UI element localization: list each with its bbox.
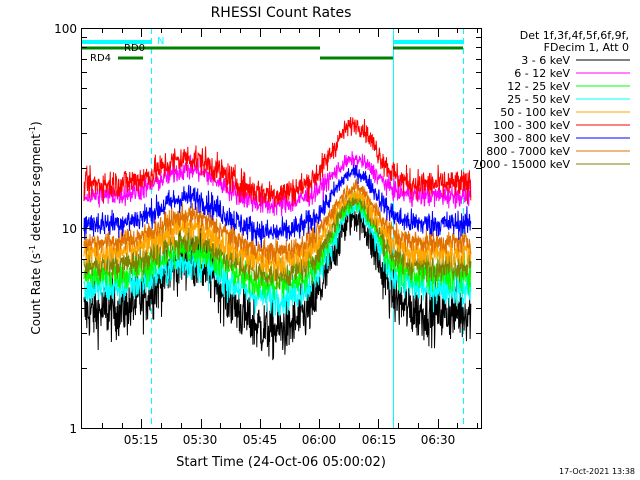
x-tick-label-0600: 06:00: [302, 433, 337, 447]
flag-rd0-label: RD0: [124, 43, 145, 54]
axis-ticks: [82, 28, 481, 429]
y-axis-label: Count Rate (s-1 detector segment-1): [28, 121, 43, 334]
y-tick-label-100: 100: [54, 22, 77, 36]
chart-title: RHESSI Count Rates: [211, 5, 352, 21]
legend-header-line-1: Det 1f,3f,4f,5f,6f,9f,: [520, 29, 629, 42]
flag-rd4-label: RD4: [90, 53, 111, 64]
y-axis-label-sup1: -1: [28, 245, 37, 253]
legend-label-0: 3 - 6 keV: [521, 54, 570, 67]
legend-header-line-2: FDecim 1, Att 0: [544, 41, 629, 54]
plot-timestamp: 17-Oct-2021 13:38: [559, 467, 635, 476]
flag-n-label: N: [157, 36, 164, 47]
legend-label-6: 300 - 800 keV: [493, 132, 570, 145]
y-axis-label-main: Count Rate (s: [29, 253, 43, 335]
legend-label-3: 25 - 50 keV: [507, 93, 570, 106]
y-axis-label-mid: detector segment: [29, 134, 43, 245]
series-line-7: [83, 178, 472, 264]
x-tick-label-0515: 05:15: [124, 433, 159, 447]
x-tick-label-0545: 05:45: [243, 433, 278, 447]
y-axis-label-end: ): [29, 121, 43, 126]
series-line-6: [83, 160, 472, 248]
y-tick-label-1: 1: [69, 422, 77, 436]
legend-label-1: 6 - 12 keV: [514, 67, 570, 80]
series-line-3: [83, 195, 472, 317]
plot-frame: [81, 28, 482, 429]
series-line-5: [83, 116, 472, 207]
legend-label-8: 7000 - 15000 keV: [472, 158, 570, 171]
series-lines: [83, 116, 472, 361]
x-tick-label-0530: 05:30: [183, 433, 218, 447]
x-tick-label-0630: 06:30: [421, 433, 456, 447]
legend-label-2: 12 - 25 keV: [507, 80, 570, 93]
legend: Det 1f,3f,4f,5f,6f,9f, FDecim 1, Att 0 3…: [472, 29, 630, 171]
x-axis-label: Start Time (24-Oct-06 05:00:02): [176, 455, 386, 470]
legend-label-5: 100 - 300 keV: [493, 119, 570, 132]
legend-label-7: 800 - 7000 keV: [486, 145, 570, 158]
flag-bars: N RD0 RD4: [82, 36, 463, 64]
series-line-8: [83, 194, 472, 290]
y-axis-label-sup2: -1: [28, 126, 37, 134]
legend-label-4: 50 - 100 keV: [500, 106, 570, 119]
x-tick-label-0615: 06:15: [362, 433, 397, 447]
y-tick-label-10: 10: [62, 222, 77, 236]
